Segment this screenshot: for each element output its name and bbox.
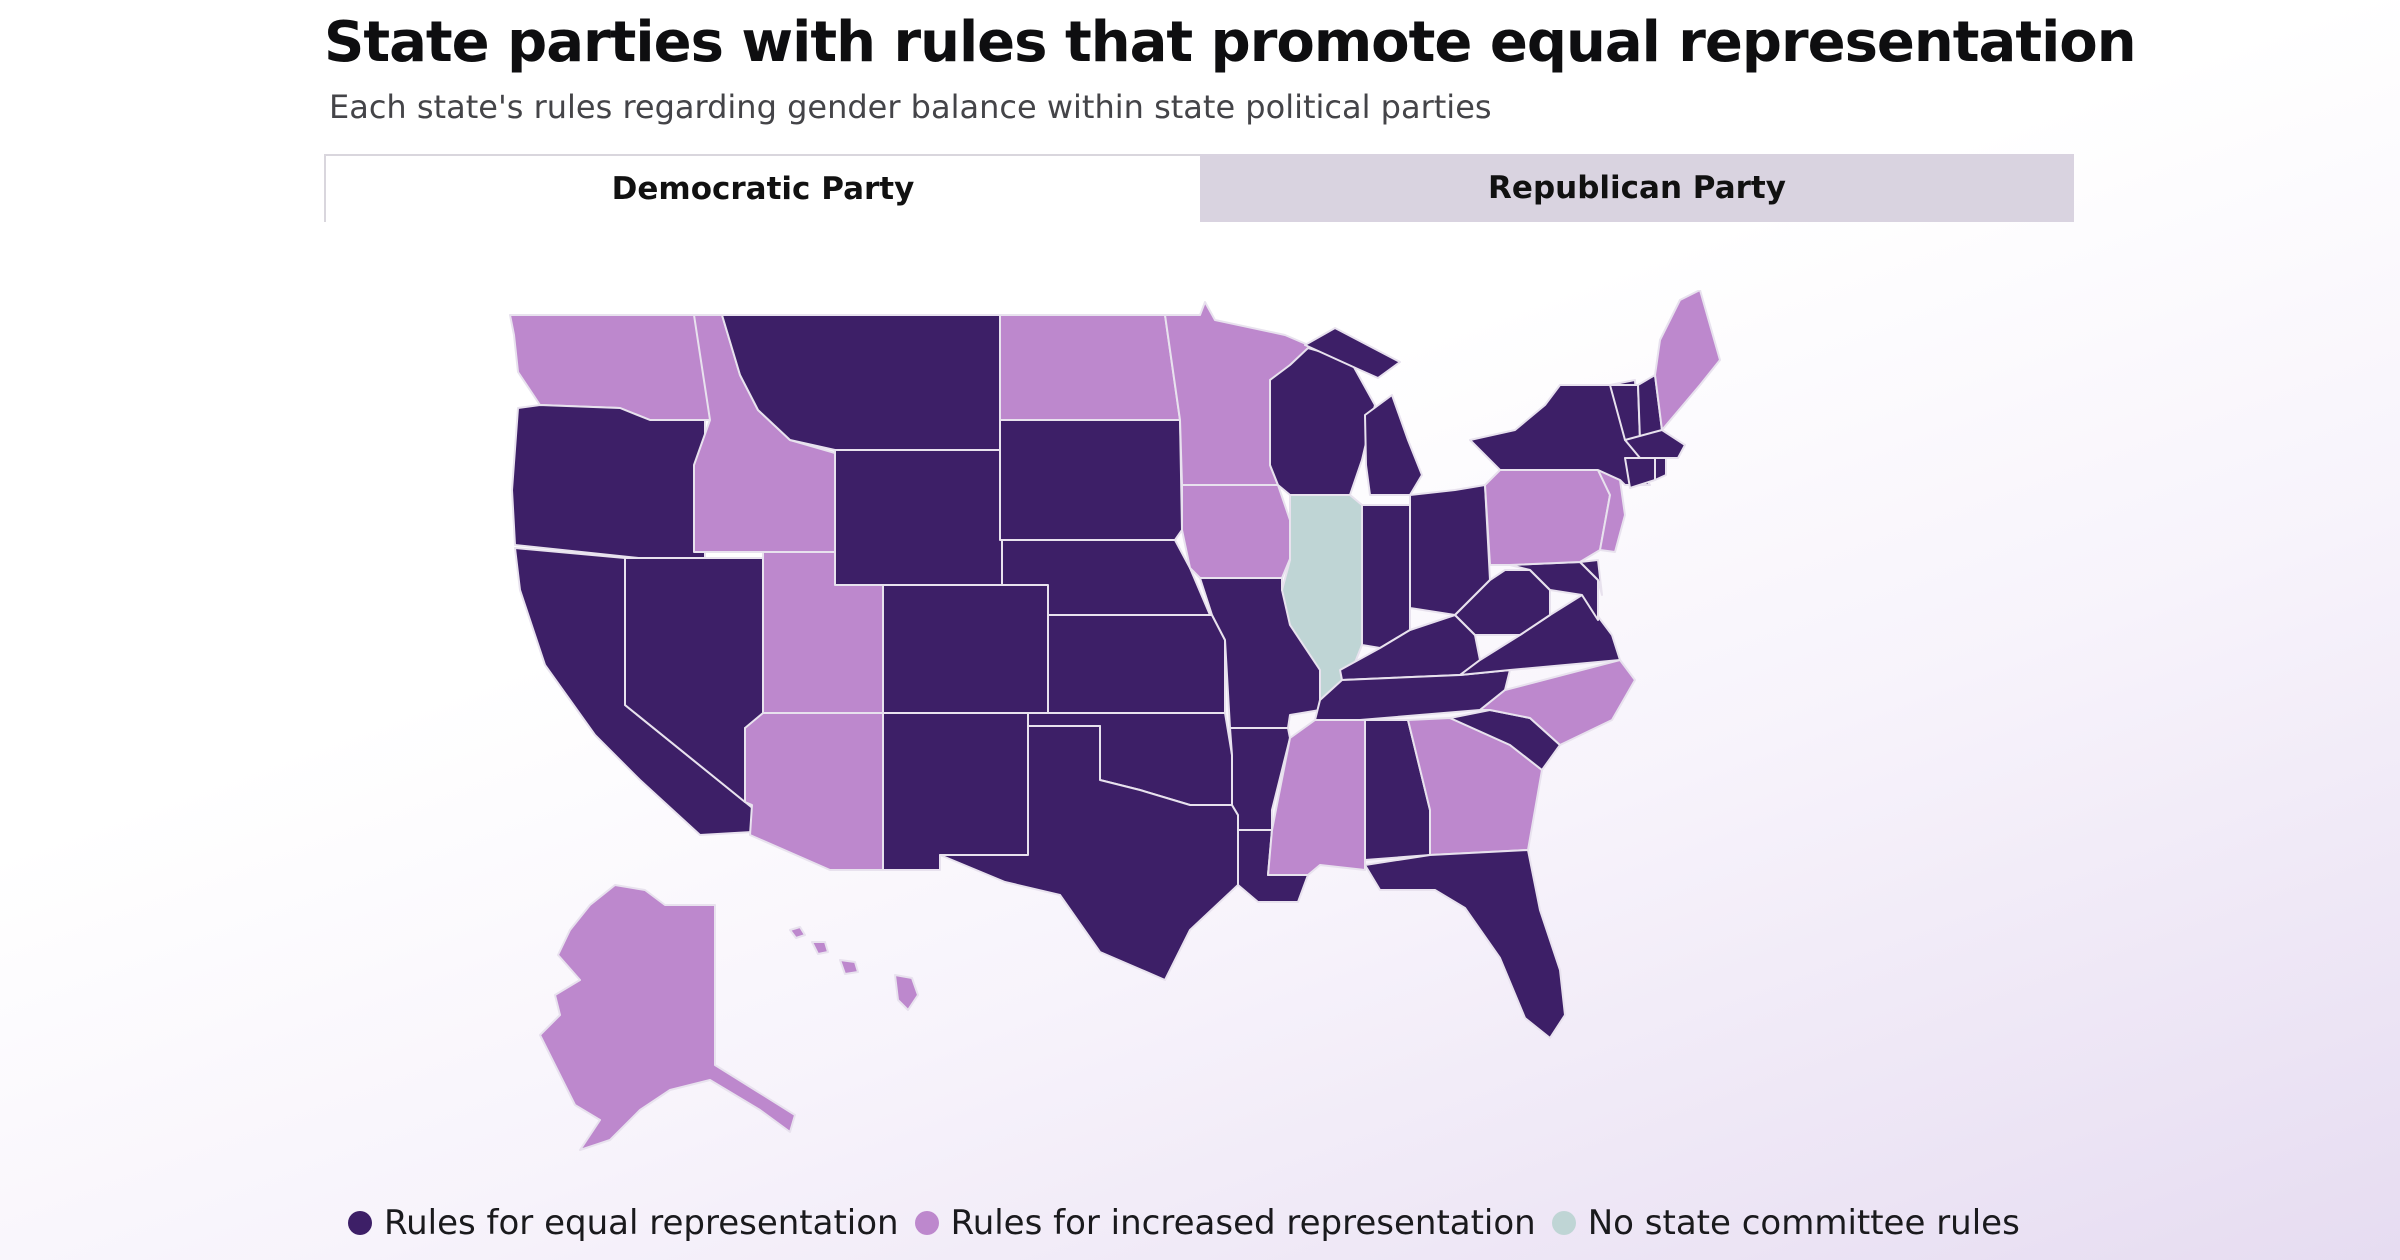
map-legend: Rules for equal representation Rules for… (348, 1198, 2036, 1248)
state-NC[interactable] (1479, 659, 1636, 746)
page-title: State parties with rules that promote eq… (324, 10, 2137, 75)
state-PA[interactable] (1484, 469, 1611, 566)
legend-swatch-equal (348, 1211, 372, 1235)
state-WI[interactable] (1269, 347, 1376, 496)
state-HI[interactable] (789, 926, 919, 1011)
us-state-map (500, 290, 1900, 1170)
state-RI[interactable] (1654, 457, 1667, 481)
state-IA[interactable] (1181, 484, 1301, 579)
state-CO[interactable] (882, 584, 1049, 714)
state-ME[interactable] (1654, 290, 1721, 431)
legend-label-equal: Rules for equal representation (384, 1203, 899, 1243)
state-OR[interactable] (511, 404, 706, 566)
state-AK[interactable] (539, 884, 796, 1151)
state-MI[interactable] (1304, 327, 1423, 496)
state-MA[interactable] (1624, 429, 1686, 459)
legend-item-none: No state committee rules (1551, 1203, 2020, 1243)
party-tabs: Democratic Party Republican Party (324, 154, 2074, 222)
state-KS[interactable] (1047, 614, 1226, 714)
page-subtitle: Each state's rules regarding gender bala… (329, 88, 1492, 126)
state-ND[interactable] (999, 314, 1181, 421)
legend-swatch-none (1551, 1211, 1576, 1235)
state-DE[interactable] (1579, 559, 1603, 596)
state-TX[interactable] (939, 725, 1239, 981)
legend-label-none: No state committee rules (1587, 1203, 2020, 1243)
state-SD[interactable] (999, 419, 1183, 541)
us-map-svg (509, 290, 1721, 1151)
state-AZ[interactable] (744, 712, 884, 871)
state-FL[interactable] (1364, 849, 1566, 1039)
state-WY[interactable] (834, 449, 1003, 586)
state-IN[interactable] (1361, 504, 1411, 649)
tab-democratic-party[interactable]: Democratic Party (324, 154, 1200, 222)
state-CT[interactable] (1624, 457, 1656, 489)
legend-label-increased: Rules for increased representation (950, 1203, 1536, 1243)
legend-swatch-increased (914, 1211, 939, 1235)
tab-republican-party[interactable]: Republican Party (1200, 154, 2074, 222)
state-NM[interactable] (882, 712, 1029, 871)
legend-item-equal: Rules for equal representation (348, 1203, 899, 1243)
legend-item-increased: Rules for increased representation (914, 1203, 1536, 1243)
